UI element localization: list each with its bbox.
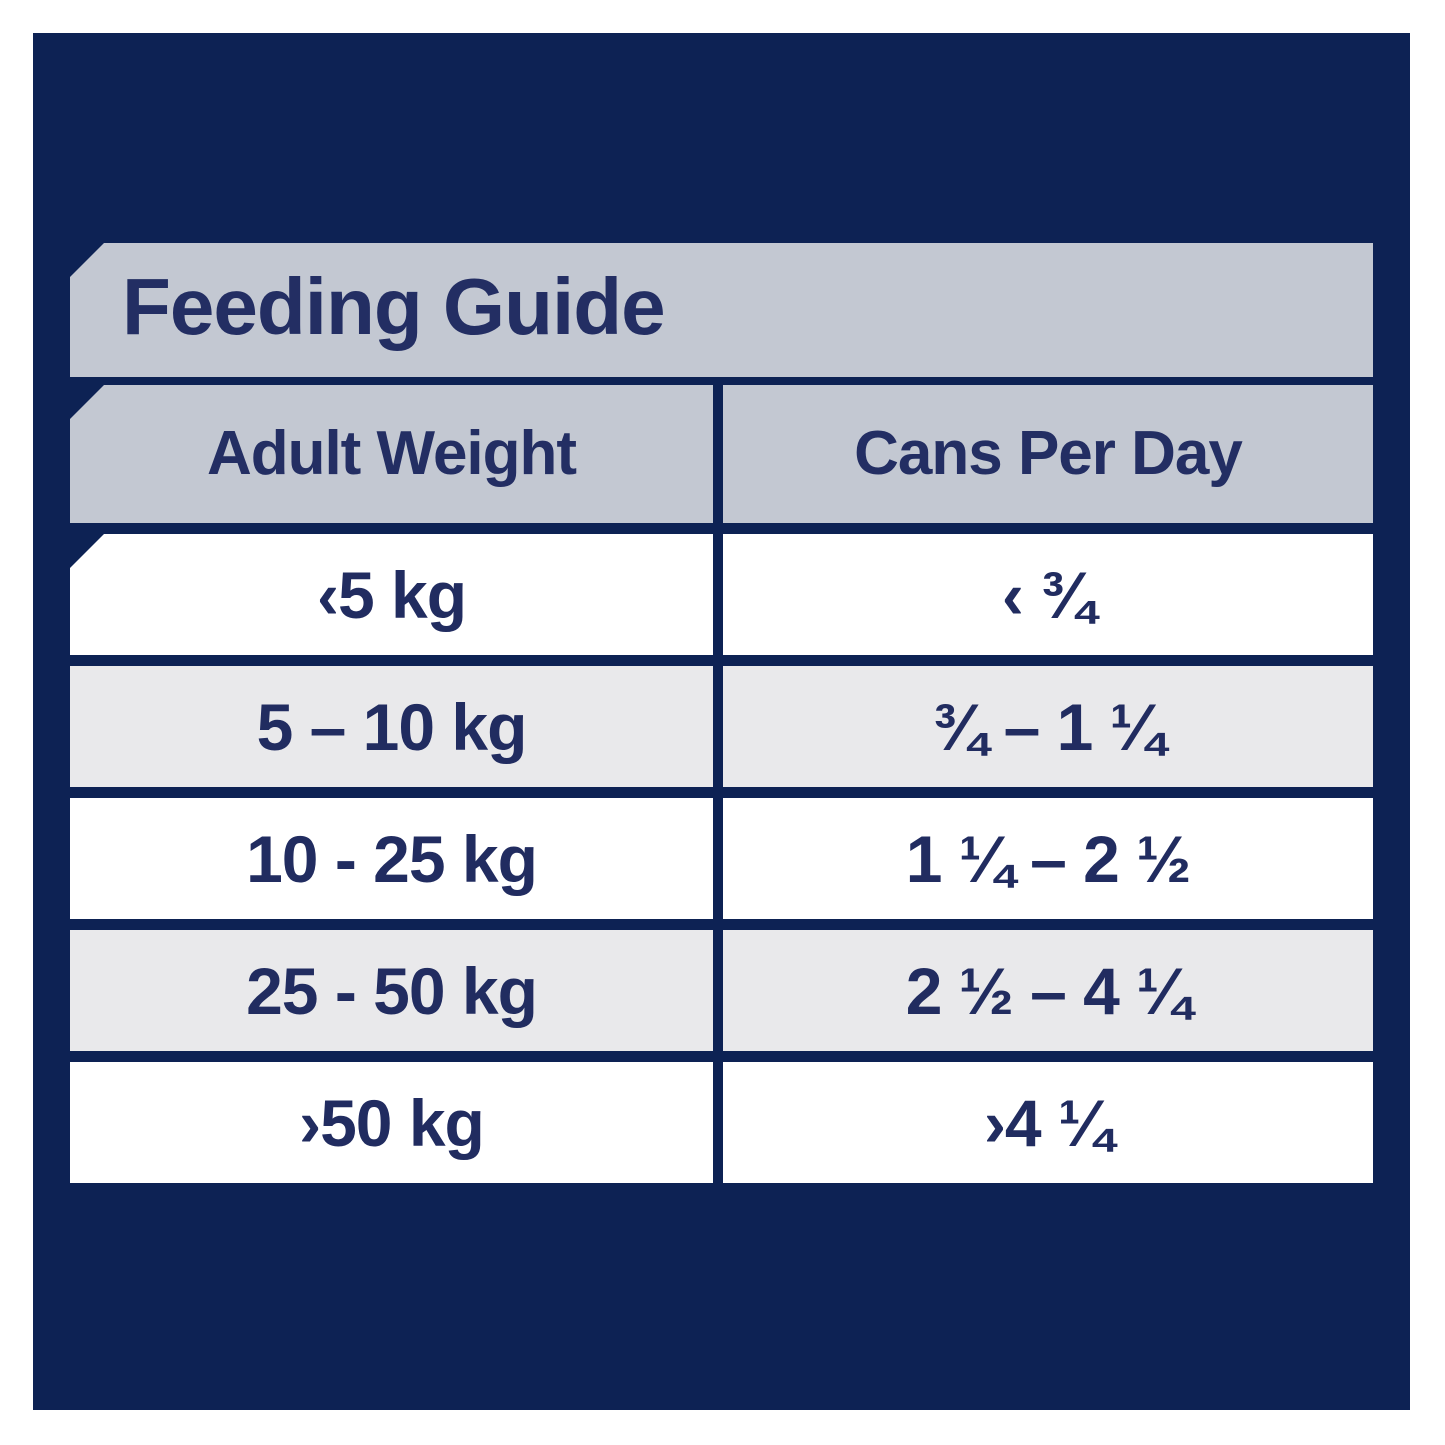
column-header-adult-weight: Adult Weight — [70, 385, 713, 523]
weight-cell: 5 – 10 kg — [70, 666, 713, 787]
cans-cell: ‹ ¾ — [723, 534, 1373, 655]
weight-cell: ‹5 kg — [70, 534, 713, 655]
cans-cell: ›4 ¼ — [723, 1062, 1373, 1183]
cans-cell: 2 ½ – 4 ¼ — [723, 930, 1373, 1051]
cans-cell: ¾ – 1 ¼ — [723, 666, 1373, 787]
feeding-guide-table: Adult Weight Cans Per Day ‹5 kg ‹ ¾ 5 – … — [70, 385, 1373, 1183]
weight-cell: 10 - 25 kg — [70, 798, 713, 919]
cans-cell: 1 ¼ – 2 ½ — [723, 798, 1373, 919]
weight-cell: 25 - 50 kg — [70, 930, 713, 1051]
navy-panel: Feeding Guide Adult Weight Cans Per Day … — [33, 33, 1410, 1410]
page-title: Feeding Guide — [122, 262, 666, 351]
weight-cell: ›50 kg — [70, 1062, 713, 1183]
column-header-cans-per-day: Cans Per Day — [723, 385, 1373, 523]
feeding-guide-banner: Feeding Guide — [70, 243, 1373, 377]
